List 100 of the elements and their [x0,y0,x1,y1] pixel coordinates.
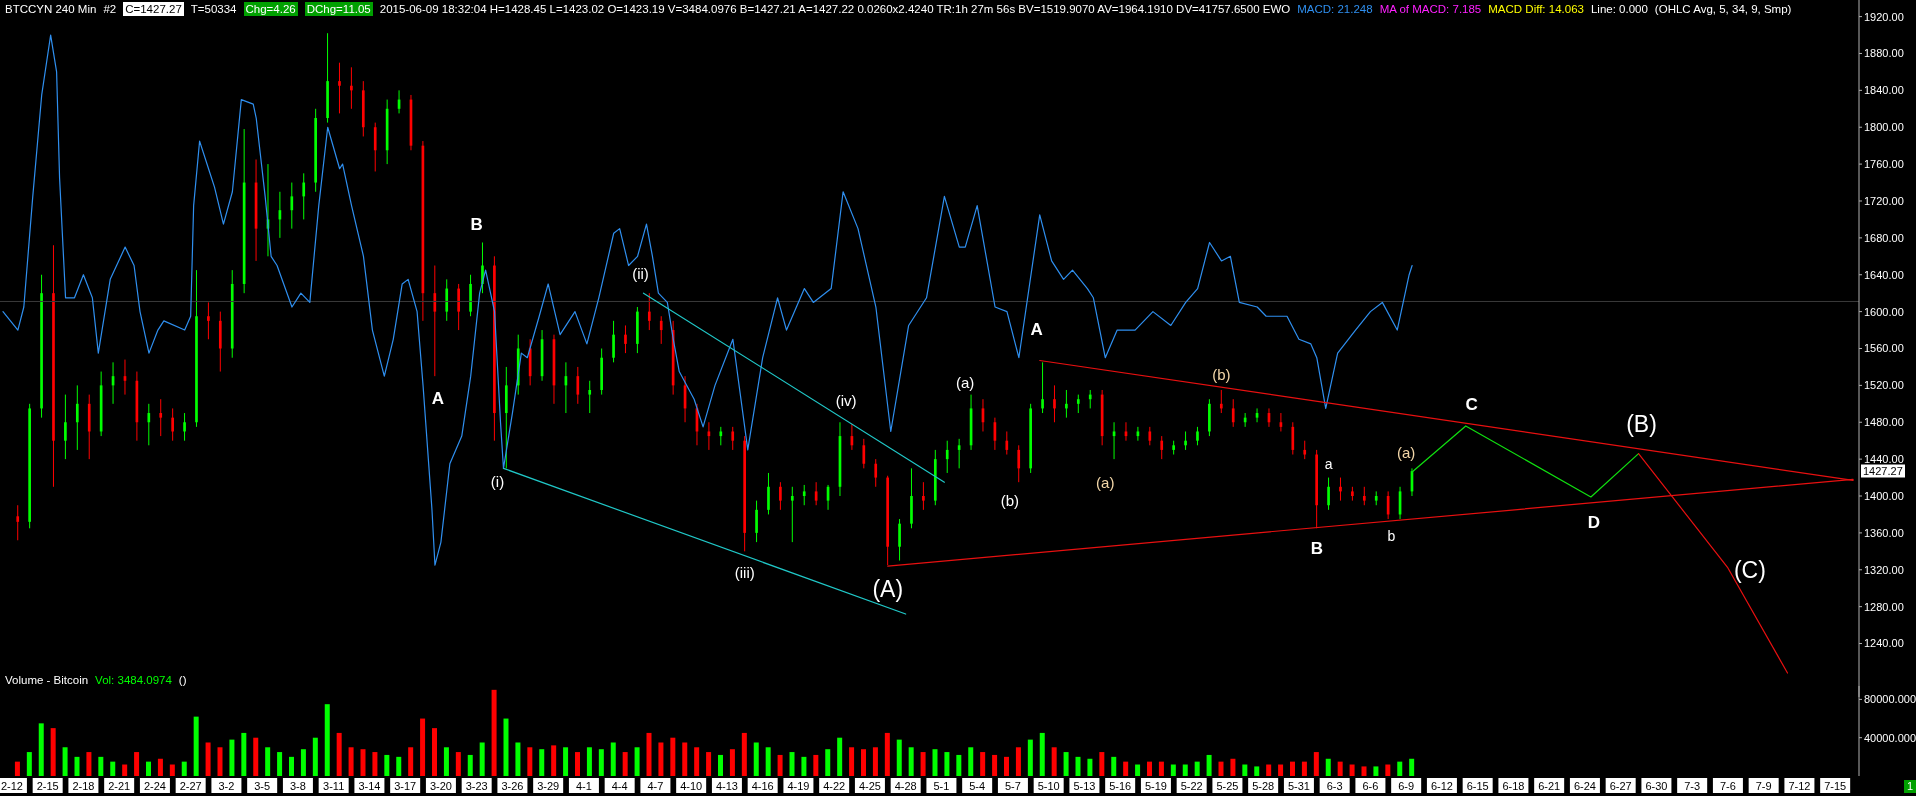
annotation: (ii) [632,264,649,282]
annotation: (iii) [734,563,755,581]
x-tick-label: 3-17 [394,779,417,792]
x-tick-label: 6-18 [1502,779,1525,792]
y-tick-label: 1400.00 [1864,489,1904,502]
annotation: 2015-06-09 18:32:04 H=1428.45 L=1423.02 O=1423.19 V=3484.0976 B=1427.21 A=1427.22 0.0260x2.4240 TR:1h 27m 56s BV=1519.9070 AV=1964.1910 DV=41757.6500 EWO [379,2,1291,16]
x-tick-label: 5-31 [1287,779,1310,792]
y-tick-label: 1840.00 [1864,84,1904,97]
x-tick-label: 5-22 [1180,779,1203,792]
annotation: b [1387,528,1396,545]
annotation: DChg=11.05 [304,2,373,16]
x-tick-label: 7-9 [1755,779,1772,792]
x-tick-label: 2-24 [143,779,166,792]
annotation: Chg=4.26 [243,2,298,16]
x-tick-label: 5-1 [933,779,950,792]
x-tick-label: 6-9 [1398,779,1415,792]
y-tick-label: 1920.00 [1864,10,1904,23]
y-tick-label: 1880.00 [1864,47,1904,60]
y-tick-label: 1240.00 [1864,637,1904,650]
annotation: (iv) [835,391,857,409]
annotation: A [431,388,445,408]
y-tick-label: 40000.000 [1864,731,1916,744]
text: 1427.27 [1863,464,1903,477]
x-tick-label: 5-19 [1144,779,1167,792]
annotation: (b) [1000,491,1020,509]
annotation: (i) [490,472,505,490]
chart-title: BTCCYN 240 Min [5,2,97,16]
x-tick-label: 5-25 [1216,779,1239,792]
x-tick-label: 2-12 [0,779,23,792]
x-tick-label: 3-2 [218,779,235,792]
annotation: (a) [1396,443,1416,461]
x-tick-label: 6-30 [1645,779,1668,792]
annotation: T=50334 [190,2,237,16]
annotation: (B) [1626,410,1657,437]
x-tick-label: 7-3 [1684,779,1701,792]
y-tick-label: 1680.00 [1864,231,1904,244]
x-tick-label: 6-24 [1573,779,1596,792]
annotation: (OHLC Avg, 5, 34, 9, Smp) [1654,2,1792,16]
x-tick-label: 3-20 [429,779,452,792]
y-tick-label: 1320.00 [1864,563,1904,576]
x-tick-label: 2-27 [179,779,202,792]
x-tick-label: 3-23 [465,779,488,792]
x-tick-label: 3-26 [501,779,524,792]
annotation: (a) [956,373,975,391]
annotation: MACD: 21.248 [1297,2,1373,16]
x-tick-label: 4-19 [787,779,810,792]
x-tick-label: 5-10 [1037,779,1060,792]
annotation: #2 [103,2,117,16]
x-tick-label: 4-25 [858,779,881,792]
x-tick-label: 4-1 [575,779,592,792]
annotation: D [1587,512,1601,532]
y-tick-label: 1600.00 [1864,305,1904,318]
x-tick-label: 7-12 [1788,779,1811,792]
y-tick-label: 1480.00 [1864,416,1904,429]
x-tick-label: 5-16 [1109,779,1132,792]
annotation: Vol: 3484.0974 [95,673,172,687]
x-tick-label: 6-21 [1538,779,1561,792]
x-tick-label: 4-10 [680,779,703,792]
x-tick-label: 5-28 [1252,779,1275,792]
annotation: (C) [1733,556,1766,583]
y-tick-label: 1360.00 [1864,526,1904,539]
x-tick-label: 6-6 [1362,779,1379,792]
y-tick-label: 1720.00 [1864,194,1904,207]
x-tick-label: 6-15 [1466,779,1489,792]
x-tick-label: 6-12 [1430,779,1453,792]
x-tick-label: 5-4 [969,779,986,792]
annotation: B [1310,538,1323,558]
x-tick-label: 4-13 [715,779,738,792]
y-tick-label: 1640.00 [1864,268,1904,281]
y-tick-label: 1280.00 [1864,600,1904,613]
x-tick-label: 2-21 [108,779,131,792]
annotation: Line: 0.000 [1590,2,1648,16]
x-tick-label: 6-3 [1326,779,1343,792]
x-tick-label: 4-16 [751,779,774,792]
x-tick-label: 3-8 [289,779,306,792]
x-tick-label: 7-6 [1719,779,1736,792]
x-tick-label: 6-27 [1609,779,1632,792]
y-tick-label: 1760.00 [1864,158,1904,171]
y-tick-label: 1440.00 [1864,453,1904,466]
x-tick-label: 5-13 [1073,779,1096,792]
annotation: a [1324,455,1333,472]
annotation: A [1030,319,1043,339]
annotation: (A) [872,575,904,602]
annotation: MACD Diff: 14.063 [1488,2,1584,16]
y-tick-label: 1560.00 [1864,342,1904,355]
x-tick-label: 3-29 [537,779,560,792]
x-tick-label: 4-22 [823,779,846,792]
annotation: B [470,214,483,234]
text: 1 [1906,780,1913,792]
chart-title: Volume - Bitcoin [5,673,89,687]
x-tick-label: 4-7 [647,779,664,792]
x-tick-label: 3-5 [254,779,271,792]
y-tick-label: 1520.00 [1864,379,1904,392]
y-tick-label: 1800.00 [1864,121,1904,134]
x-tick-label: 2-15 [36,779,59,792]
annotation: () [178,673,187,687]
x-tick-label: 5-7 [1004,779,1021,792]
annotation: (a) [1096,473,1115,491]
annotation: C=1427.27 [123,2,184,16]
x-tick-label: 3-11 [323,779,345,792]
